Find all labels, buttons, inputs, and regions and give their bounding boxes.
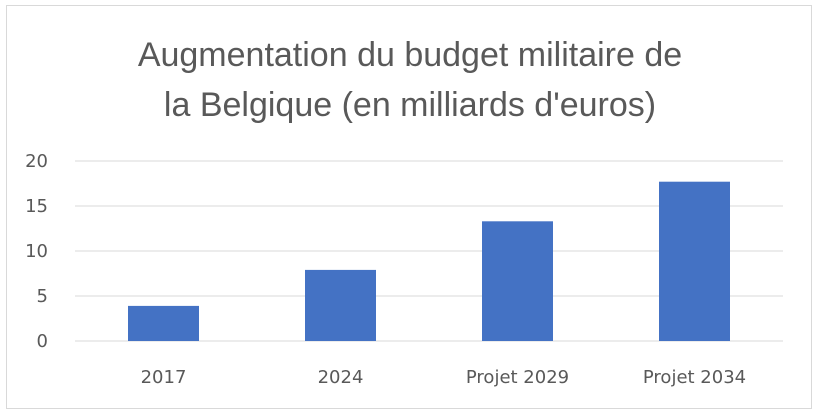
bar-projet-2034	[659, 181, 730, 341]
y-tick-label: 10	[25, 241, 48, 262]
chart-title: Augmentation du budget militaire de la B…	[137, 36, 683, 124]
y-tick-label: 15	[25, 196, 48, 217]
x-tick-label: Projet 2034	[643, 367, 746, 388]
y-tick-label: 0	[37, 331, 48, 352]
x-axis-labels: 2017 2024 Projet 2029 Projet 2034	[141, 367, 747, 388]
y-tick-label: 20	[25, 151, 48, 172]
bars	[128, 181, 730, 341]
y-tick-label: 5	[37, 286, 48, 307]
x-tick-label: Projet 2029	[466, 367, 569, 388]
bar-2024	[305, 269, 376, 341]
x-tick-label: 2017	[141, 367, 187, 388]
y-axis-ticks: 0 5 10 15 20	[25, 151, 48, 352]
bar-2017	[128, 305, 199, 341]
x-tick-label: 2024	[318, 367, 364, 388]
bar-projet-2029	[482, 221, 553, 341]
